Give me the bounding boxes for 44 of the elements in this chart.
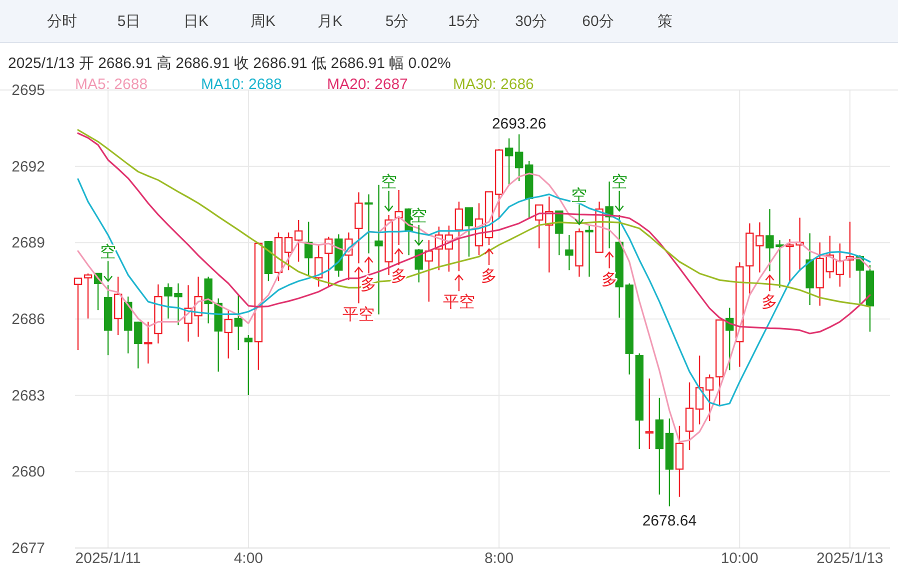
y-tick-label: 2683	[12, 387, 45, 404]
text: 5分	[385, 13, 409, 30]
text: 日K	[183, 13, 209, 30]
text: 分时	[47, 13, 77, 30]
annotation: 空	[571, 186, 588, 204]
text: MA20: 2687	[327, 76, 408, 93]
text: MA30: 2686	[453, 76, 534, 93]
annotation: 空	[100, 243, 116, 262]
y-tick-label: 2695	[12, 82, 45, 99]
annotation: 空	[611, 172, 628, 191]
text: 5日	[117, 13, 141, 30]
text: 策	[658, 13, 672, 30]
x-tick-label: 2025/1/13	[816, 550, 884, 563]
x-tick-label: 10:00	[720, 550, 758, 563]
annotation: 平空	[442, 293, 475, 312]
text: 周K	[250, 13, 276, 30]
y-tick-label: 2692	[12, 158, 45, 176]
y-tick-label: 2686	[12, 311, 45, 328]
annotation: 空	[100, 244, 116, 282]
chart-title: 2025/1/13 开 2686.91 高 2686.91 收 2686.91 低 2686.91 幅 0.02%	[8, 55, 451, 72]
annotation: 空	[571, 187, 588, 226]
y-tick-label: 2680	[12, 464, 45, 481]
annotation: 空	[380, 174, 397, 212]
annotation: 多	[481, 248, 498, 285]
annotation: 多	[481, 266, 498, 285]
x-tick-label: 4:00	[234, 550, 264, 563]
annotation: 多	[762, 293, 778, 312]
x-tick-label: 2025/1/11	[75, 550, 141, 563]
text: MA10: 2688	[201, 76, 282, 93]
x-tick-label: 8:00	[484, 550, 514, 563]
text: 月K	[317, 13, 343, 30]
annotation: 空	[611, 174, 628, 212]
text: 15分	[448, 13, 480, 30]
text: MA5: 2688	[75, 76, 148, 93]
text: 30分	[515, 13, 547, 30]
annotation: 平空	[342, 305, 375, 324]
annotation: 2693.26	[492, 115, 546, 132]
y-tick-label: 2689	[12, 234, 45, 252]
y-tick-label: 2677	[12, 540, 45, 557]
annotation: 平空	[442, 274, 475, 312]
annotation: 多	[762, 274, 778, 312]
annotation: 2678.64	[642, 512, 697, 530]
text: 60分	[582, 13, 614, 30]
annotation: 空	[380, 172, 397, 191]
